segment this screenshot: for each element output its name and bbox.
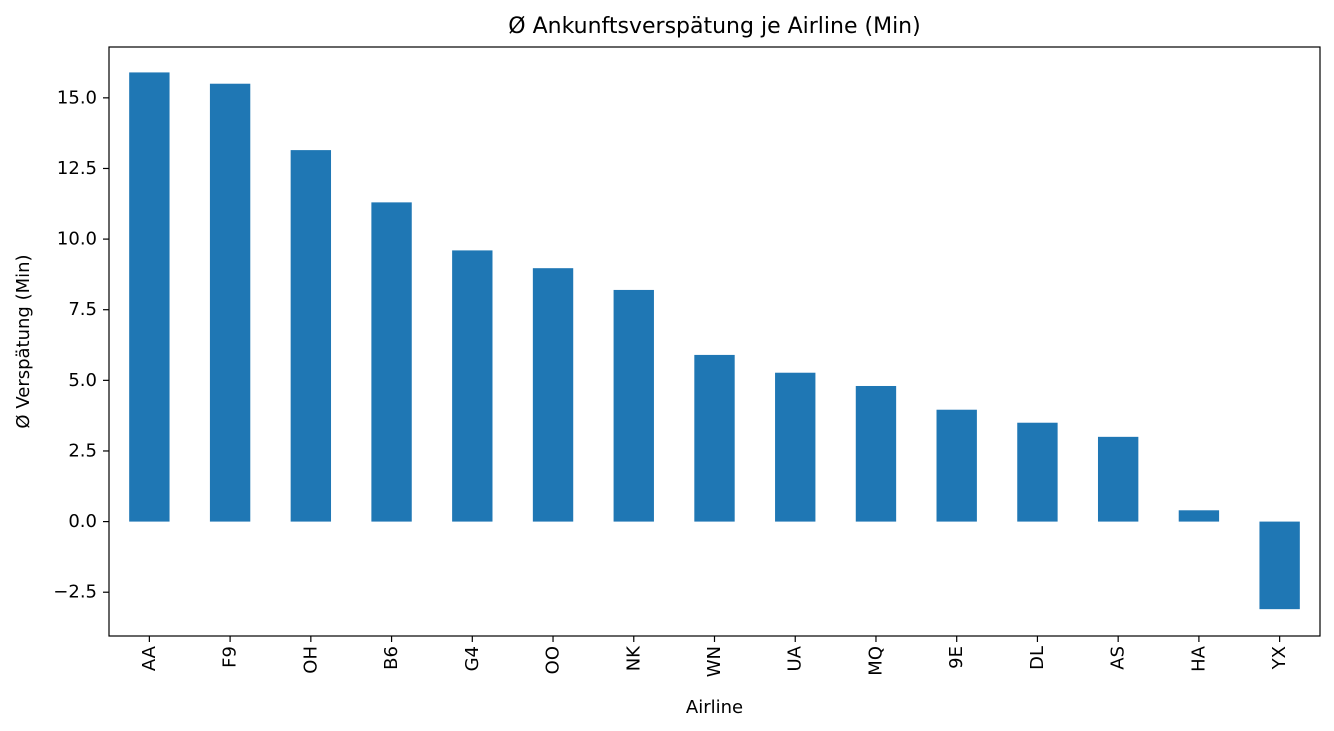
x-tick-label: 9E: [946, 646, 967, 669]
x-tick-label: OH: [300, 646, 321, 674]
x-tick-label: YX: [1269, 646, 1290, 670]
x-tick-label: G4: [462, 646, 483, 671]
x-tick-label: UA: [785, 645, 806, 671]
plot-frame: [108, 46, 1321, 637]
x-tick-label: HA: [1188, 645, 1209, 672]
y-tick-label: 10.0: [57, 229, 97, 250]
x-tick-label: MQ: [865, 646, 886, 676]
y-tick-label: 2.5: [68, 440, 97, 461]
bar-nk: [613, 289, 654, 522]
bars-group: [129, 72, 1300, 610]
bar-ua: [775, 372, 816, 522]
y-axis: −2.5 0.0 2.5 5.0 7.5 10.0 12.5 15.0: [53, 87, 109, 603]
x-tick-label: AA: [139, 645, 160, 671]
bar-9e: [936, 409, 977, 522]
bar-oh: [290, 150, 332, 522]
bar-g4: [452, 250, 493, 522]
bar-wn: [694, 354, 735, 522]
bar-b6: [371, 202, 412, 522]
x-axis: AA F9 OH B6 G4 OO NK WN UA MQ 9E DL AS HA YX: [139, 636, 1290, 677]
bar-aa: [129, 72, 170, 522]
bar-as: [1097, 436, 1139, 522]
y-tick-label: 5.0: [68, 370, 97, 391]
bar-mq: [855, 385, 897, 522]
y-tick-label: 12.5: [57, 158, 97, 179]
x-tick-label: F9: [220, 646, 241, 668]
y-tick-label: −2.5: [53, 582, 97, 603]
chart-title: Ø Ankunftsverspätung je Airline (Min): [508, 14, 920, 39]
x-tick-label: AS: [1108, 646, 1129, 670]
x-tick-label: OO: [543, 646, 564, 674]
y-tick-label: 7.5: [68, 299, 97, 320]
bar-yx: [1259, 521, 1300, 610]
x-axis-label: Airline: [686, 697, 743, 718]
y-tick-label: 15.0: [57, 87, 97, 108]
x-tick-label: B6: [381, 646, 402, 670]
x-tick-label: DL: [1027, 646, 1048, 670]
x-tick-label: NK: [623, 645, 644, 671]
bar-oo: [532, 268, 574, 522]
y-axis-label: Ø Verspätung (Min): [13, 254, 34, 428]
bar-f9: [209, 83, 251, 522]
bar-ha: [1178, 510, 1220, 522]
bar-dl: [1017, 422, 1058, 522]
y-tick-label: 0.0: [68, 511, 97, 532]
x-tick-label: WN: [704, 646, 725, 677]
